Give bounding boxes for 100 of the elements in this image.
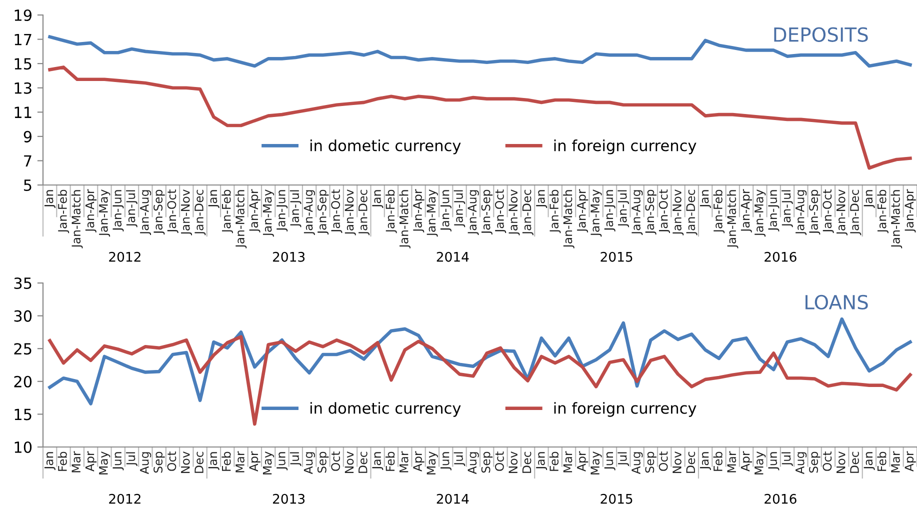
x-tick-label: Jun bbox=[440, 452, 452, 470]
x-tick-label: Dec bbox=[194, 452, 204, 473]
text: 2016 bbox=[764, 494, 796, 504]
x-tick-label: Jul bbox=[782, 452, 793, 466]
x-tick-label: Mar bbox=[563, 451, 572, 472]
text: 2014 bbox=[436, 494, 469, 504]
x-tick-label: Jan bbox=[536, 452, 548, 470]
x-tick-label: May bbox=[590, 452, 602, 474]
x-tick-label: Sep bbox=[645, 452, 656, 473]
x-tick-label: Jan-Sep bbox=[154, 190, 165, 234]
x-tick-label: Jan-Jun bbox=[276, 190, 288, 232]
x-tick-label: Dec bbox=[358, 452, 368, 473]
text: 2013 bbox=[272, 252, 305, 262]
x-tick-label: Apr bbox=[413, 451, 424, 472]
y-tick-label: 20 bbox=[14, 376, 32, 388]
y-tick-label: 25 bbox=[14, 343, 32, 355]
legend-label: in foreign currency bbox=[554, 139, 696, 154]
x-tick-label: Jan-Sep bbox=[809, 190, 820, 234]
x-tick-label: Jan-Match bbox=[235, 190, 247, 248]
text: 2012 bbox=[109, 494, 140, 504]
x-tick-label: Jun bbox=[276, 452, 288, 470]
y-tick-label: 35 bbox=[14, 277, 32, 290]
x-tick-label: Aug bbox=[632, 452, 643, 474]
x-tick-label: May bbox=[262, 452, 274, 474]
x-tick-label: Jan-Match bbox=[890, 190, 902, 248]
x-tick-label: Jan bbox=[700, 452, 711, 470]
x-tick-label: Oct bbox=[494, 451, 504, 471]
x-tick-label: Jan-Jun bbox=[768, 190, 780, 232]
x-tick-label: Nov bbox=[181, 452, 190, 474]
x-tick-label: Jan-Jul bbox=[618, 190, 630, 228]
x-tick-label: Nov bbox=[508, 452, 518, 474]
y-tick-label: 5 bbox=[24, 180, 32, 192]
x-tick-label: Aug bbox=[304, 452, 316, 474]
x-tick-label: Apr bbox=[904, 451, 916, 472]
x-tick-label: Jan-Feb bbox=[713, 190, 725, 234]
x-tick-label: Jan bbox=[536, 190, 548, 208]
x-tick-label: Jan-Jul bbox=[782, 190, 793, 228]
x-tick-label: Jan-Apr bbox=[85, 189, 97, 232]
x-tick-label: Jan-Dec bbox=[522, 190, 534, 236]
x-tick-label: Jan-Feb bbox=[58, 190, 70, 234]
x-tick-label: Jul bbox=[454, 452, 466, 466]
x-tick-label: Jan-May bbox=[426, 190, 438, 237]
x-tick-label: Jan-Jun bbox=[440, 190, 452, 232]
text: 2016 bbox=[764, 252, 796, 262]
x-tick-label: Nov bbox=[672, 452, 682, 474]
x-tick-label: Jan-Jul bbox=[454, 190, 466, 228]
x-tick-label: Jan bbox=[44, 452, 56, 470]
legend-label: in dometic currency bbox=[310, 402, 461, 417]
x-tick-label: Jan-Aug bbox=[140, 190, 152, 236]
y-tick-label: 15 bbox=[14, 408, 32, 420]
x-tick-label: Dec bbox=[686, 452, 696, 473]
x-tick-label: Jan bbox=[864, 452, 875, 470]
x-tick-label: Feb bbox=[386, 452, 395, 471]
x-tick-label: Apr bbox=[740, 451, 752, 472]
x-tick-label: Apr bbox=[85, 451, 97, 472]
x-tick-label: Jan-Jul bbox=[290, 190, 302, 228]
y-tick-label: 10 bbox=[14, 441, 32, 454]
x-tick-label: Mar bbox=[727, 451, 736, 472]
x-tick-label: Jul bbox=[126, 452, 138, 466]
x-tick-label: Jan-Sep bbox=[645, 190, 656, 234]
x-tick-label: Feb bbox=[58, 452, 67, 471]
x-tick-label: Jul bbox=[618, 452, 630, 466]
x-tick-label: Oct bbox=[658, 451, 668, 471]
x-tick-label: Jan-Feb bbox=[877, 190, 888, 234]
x-tick-label: Jan-Apr bbox=[249, 189, 260, 232]
legend-label: in foreign currency bbox=[554, 402, 696, 417]
x-tick-label: Jun bbox=[604, 452, 616, 470]
x-tick-label: Jan-Oct bbox=[494, 189, 506, 233]
x-tick-label: Jan-Nov bbox=[672, 190, 684, 236]
text: 2012 bbox=[109, 252, 140, 262]
x-tick-label: Jan-Apr bbox=[904, 189, 916, 232]
y-tick-label: 17 bbox=[14, 34, 32, 46]
x-tick-label: Apr bbox=[249, 451, 260, 472]
x-tick-label: Feb bbox=[877, 452, 886, 471]
text: 2014 bbox=[436, 252, 469, 262]
x-tick-label: Jan-Oct bbox=[822, 189, 834, 233]
x-tick-label: Jan bbox=[864, 190, 875, 208]
x-tick-label: Jan-Feb bbox=[222, 190, 233, 234]
x-tick-label: Mar bbox=[72, 451, 81, 472]
y-tick-label: 9 bbox=[24, 130, 32, 142]
x-tick-label: Jan-Aug bbox=[796, 190, 807, 236]
x-tick-label: Jan-May bbox=[99, 190, 110, 237]
x-tick-label: Aug bbox=[140, 452, 152, 474]
x-tick-label: Jan-Jul bbox=[126, 190, 138, 228]
text: 2015 bbox=[600, 494, 632, 504]
x-tick-label: Jan-Aug bbox=[468, 190, 479, 236]
x-tick-label: May bbox=[426, 452, 438, 474]
y-tick-label: 13 bbox=[14, 82, 32, 94]
x-tick-label: Sep bbox=[317, 452, 329, 473]
x-tick-label: Jan bbox=[44, 190, 56, 208]
x-tick-label: Oct bbox=[822, 451, 832, 471]
x-tick-label: Jan-Dec bbox=[686, 190, 698, 236]
x-tick-label: Jan bbox=[700, 190, 711, 208]
x-tick-label: Sep bbox=[481, 452, 493, 473]
text: DEPOSITS bbox=[774, 27, 868, 42]
x-tick-label: Jan-Dec bbox=[358, 190, 370, 236]
y-tick-label: 7 bbox=[24, 155, 32, 167]
x-tick-label: Jan-Aug bbox=[632, 190, 643, 236]
x-tick-label: Mar bbox=[236, 451, 244, 472]
x-tick-label: Jan-Sep bbox=[317, 190, 329, 234]
